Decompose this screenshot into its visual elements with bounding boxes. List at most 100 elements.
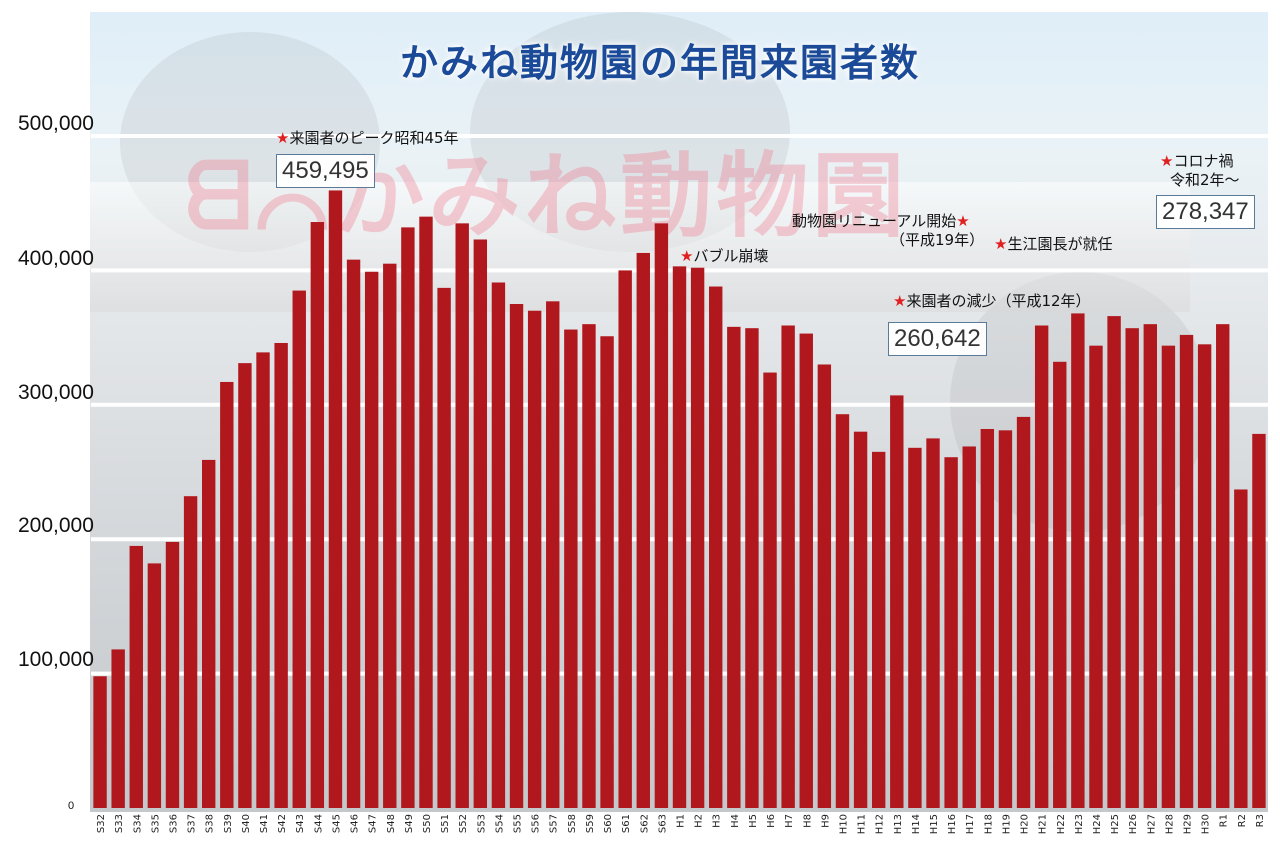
bar-S62 xyxy=(636,252,650,809)
x-tick-label: S41 xyxy=(259,814,270,833)
x-tick-label: H29 xyxy=(1183,814,1194,834)
x-tick-label: S62 xyxy=(639,814,650,833)
bar-H14 xyxy=(908,447,922,808)
decline-value-box: 260,642 xyxy=(888,322,987,356)
star-icon: ★ xyxy=(276,129,290,147)
star-icon: ★ xyxy=(893,292,907,310)
x-tick-label: H4 xyxy=(730,814,741,828)
bar-H21 xyxy=(1034,325,1049,808)
bar-H26 xyxy=(1125,328,1139,808)
bar-H20 xyxy=(1016,416,1031,808)
bar-S44 xyxy=(310,222,325,809)
bar-S49 xyxy=(401,227,415,809)
x-tick-label: H3 xyxy=(712,814,723,828)
bar-R2 xyxy=(1234,489,1248,808)
bar-S47 xyxy=(364,271,379,808)
bar-H23 xyxy=(1071,313,1085,808)
x-tick-label: S57 xyxy=(549,814,560,833)
bar-H8 xyxy=(799,333,813,808)
bar-R3 xyxy=(1252,433,1266,808)
bar-H13 xyxy=(890,395,904,808)
bar-S45 xyxy=(328,190,343,808)
x-tick-label: S55 xyxy=(513,814,524,833)
x-tick-label: H6 xyxy=(766,814,777,828)
star-icon: ★ xyxy=(956,212,970,230)
bar-H24 xyxy=(1089,345,1103,808)
bar-S32 xyxy=(93,676,107,808)
x-tick-label: S42 xyxy=(277,814,288,833)
y-tick-label: 200,000 xyxy=(18,514,94,537)
x-tick-label: R2 xyxy=(1237,814,1248,827)
annotation-peak: ★来園者のピーク昭和45年 xyxy=(276,129,459,147)
x-tick-label: S51 xyxy=(440,814,451,833)
x-tick-label: H19 xyxy=(1001,814,1012,834)
x-tick-label: S63 xyxy=(657,814,668,833)
x-tick-label: S46 xyxy=(350,814,361,833)
bar-H19 xyxy=(998,430,1013,808)
annotation-corona-year: 令和2年～ xyxy=(1170,171,1240,189)
x-tick-label: H10 xyxy=(838,814,849,834)
x-tick-label: H20 xyxy=(1020,814,1031,834)
x-tick-label: S50 xyxy=(422,814,433,833)
x-tick-label: S43 xyxy=(295,814,306,833)
bar-S50 xyxy=(419,216,433,808)
bar-S43 xyxy=(292,290,306,808)
x-tick-label: S38 xyxy=(205,814,216,833)
x-tick-label: H30 xyxy=(1201,814,1212,834)
x-tick-label: H21 xyxy=(1038,814,1049,834)
y-tick-label: 300,000 xyxy=(18,381,94,404)
x-tick-label: H11 xyxy=(857,814,868,834)
bar-H5 xyxy=(745,328,759,808)
bar-H28 xyxy=(1161,345,1176,808)
x-tick-label: H23 xyxy=(1074,814,1085,834)
x-tick-label: S54 xyxy=(494,814,505,833)
bar-S55 xyxy=(509,304,524,808)
bar-H9 xyxy=(817,364,832,808)
star-icon: ★ xyxy=(994,235,1008,253)
bar-S52 xyxy=(455,223,469,809)
x-tick-label: H27 xyxy=(1146,814,1157,834)
bar-S46 xyxy=(346,259,361,808)
bar-H18 xyxy=(980,428,995,808)
bar-H30 xyxy=(1197,344,1212,808)
bar-H29 xyxy=(1179,334,1194,808)
annotation-renewal: 動物園リニューアル開始★ xyxy=(792,212,970,230)
annotation-renewal-year: （平成19年） xyxy=(890,231,985,249)
bar-S37 xyxy=(183,496,198,808)
x-tick-label: S33 xyxy=(114,814,125,833)
x-tick-label: S45 xyxy=(331,814,342,833)
x-tick-label: S34 xyxy=(132,814,143,833)
annotation-corona: ★コロナ禍 xyxy=(1160,152,1234,170)
bar-R1 xyxy=(1216,324,1230,808)
bar-H27 xyxy=(1143,324,1157,808)
bar-H11 xyxy=(853,431,868,808)
bar-S41 xyxy=(256,352,270,808)
annotation-director: ★生江園長が就任 xyxy=(994,235,1113,253)
x-tick-label: S56 xyxy=(531,814,542,833)
x-tick-label: S47 xyxy=(368,814,379,833)
x-tick-label: S39 xyxy=(223,814,234,833)
y-tick-label: 400,000 xyxy=(18,247,94,270)
annotation-decline: ★来園者の減少（平成12年） xyxy=(893,292,1091,310)
x-tick-label: S59 xyxy=(585,814,596,833)
x-tick-label: H8 xyxy=(802,814,813,828)
bar-S58 xyxy=(564,329,578,808)
bar-S34 xyxy=(129,545,143,808)
bar-H12 xyxy=(871,451,886,808)
x-tick-label: S35 xyxy=(150,814,161,833)
bar-H6 xyxy=(763,372,777,808)
x-tick-label: H13 xyxy=(893,814,904,834)
bar-H3 xyxy=(709,286,723,808)
bar-S53 xyxy=(473,239,488,808)
bar-H10 xyxy=(835,414,850,808)
bar-S56 xyxy=(527,310,542,808)
x-tick-label: S49 xyxy=(404,814,415,833)
bar-S51 xyxy=(437,287,451,808)
x-tick-label: R1 xyxy=(1219,814,1230,827)
bar-S42 xyxy=(274,342,288,808)
x-tick-label: S37 xyxy=(187,814,198,833)
x-tick-label: H15 xyxy=(929,814,940,834)
x-tick-label: S52 xyxy=(458,814,469,833)
bar-S60 xyxy=(600,336,614,808)
bar-S38 xyxy=(202,459,216,808)
